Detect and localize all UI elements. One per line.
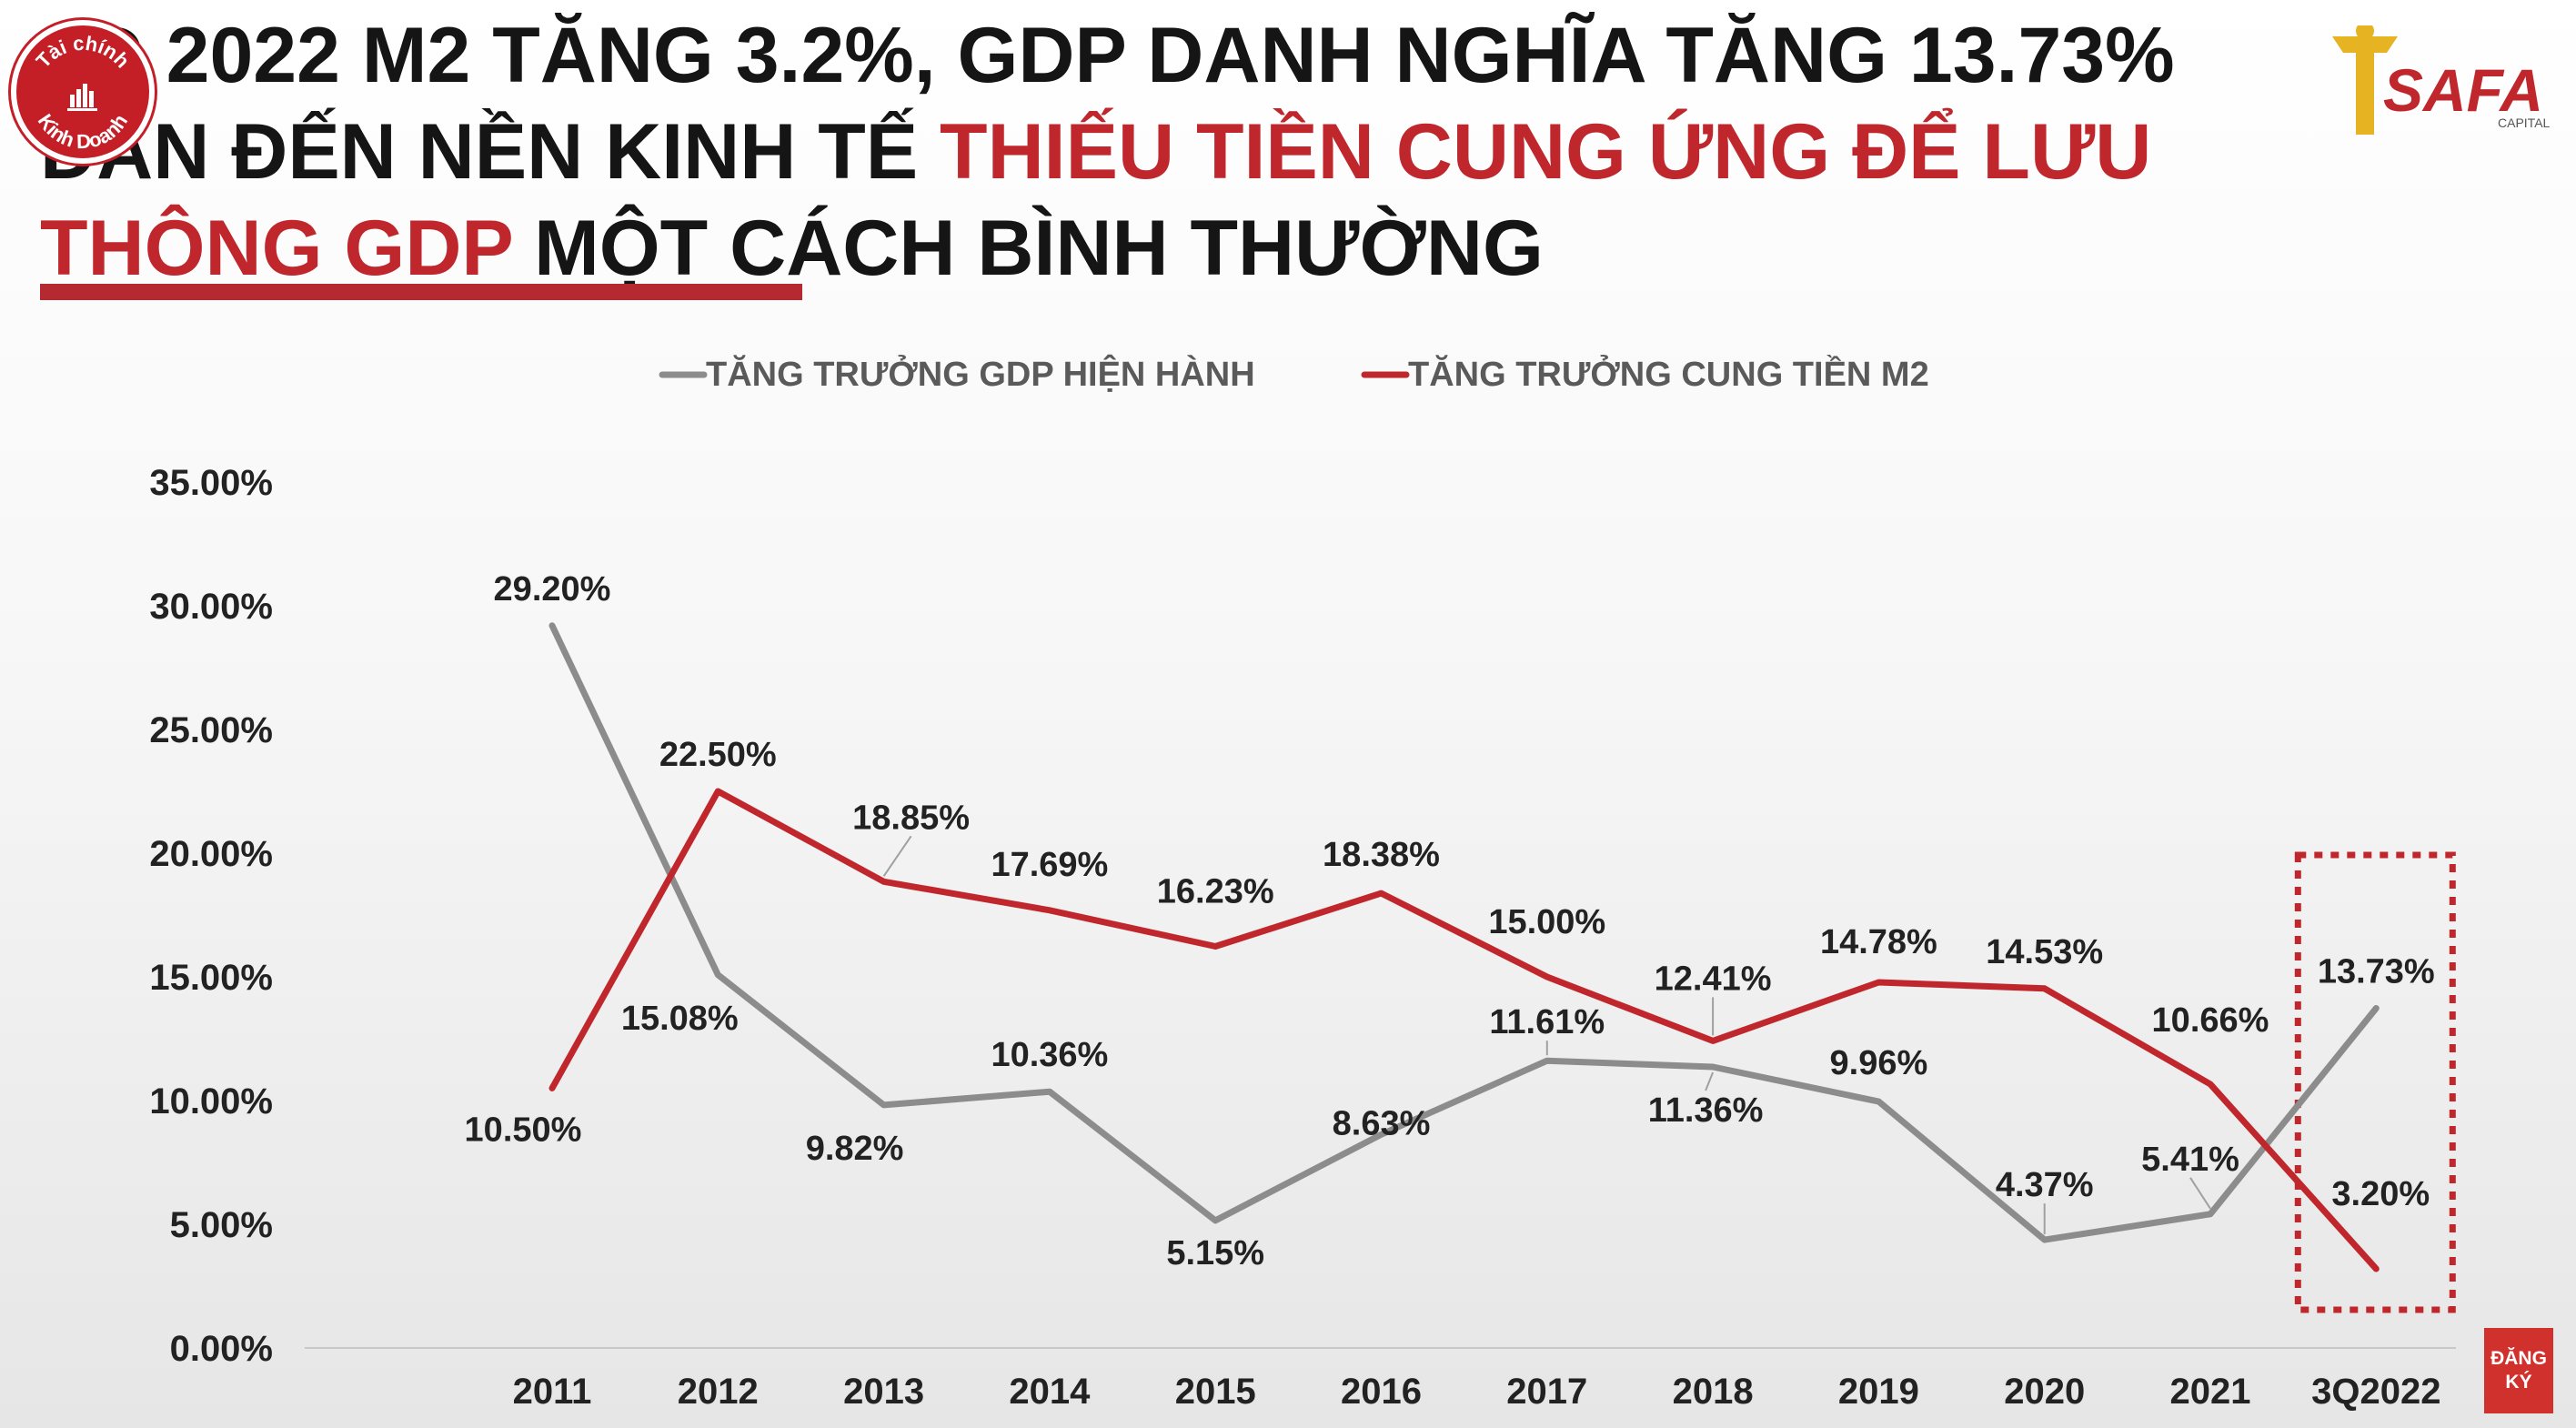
- data-label-1-2016: 8.63%: [1333, 1104, 1431, 1142]
- data-label-2-2013: 18.85%: [852, 799, 970, 837]
- x-tick-label: 2015: [1175, 1372, 1256, 1412]
- data-label-2-2014: 17.69%: [991, 846, 1108, 884]
- x-tick-label: 2012: [678, 1372, 759, 1412]
- data-label-1-2012: 15.08%: [621, 1000, 739, 1038]
- brand-logo: SAFA CAPITAL: [2329, 22, 2556, 144]
- y-tick-label: 15.00%: [149, 958, 273, 998]
- brand-logo-name: SAFA: [2383, 56, 2543, 124]
- title-line-3: THÔNG GDP MỘT CÁCH BÌNH THƯỜNG: [40, 200, 2314, 297]
- channel-logo[interactable]: Tài chính Kinh Doanh: [11, 20, 155, 164]
- y-tick-label: 10.00%: [149, 1081, 273, 1121]
- y-tick-label: 0.00%: [170, 1329, 273, 1369]
- data-label-1-2019: 9.96%: [1830, 1044, 1928, 1082]
- y-tick-label: 30.00%: [149, 587, 273, 627]
- data-label-2-2017: 15.00%: [1488, 903, 1605, 941]
- subscribe-button[interactable]: ĐĂNG KÝ: [2484, 1328, 2553, 1413]
- x-tick-label: 2011: [513, 1372, 592, 1412]
- x-tick-label: 2019: [1838, 1372, 1919, 1412]
- x-tick-label: 2020: [2004, 1372, 2085, 1412]
- data-label-2-2012: 22.50%: [659, 736, 777, 774]
- title-line-1: 3Q 2022 M2 TĂNG 3.2%, GDP DANH NGHĨA TĂN…: [40, 7, 2314, 104]
- label-leader-line: [882, 835, 912, 877]
- label-leader-line: [1705, 1071, 1715, 1091]
- chart-axis: 0.00% 5.00% 10.00% 15.00% 20.00% 25.00% 30.00%…: [149, 463, 2456, 1412]
- title-line-2: DẪN ĐẾN NỀN KINH TẾ THIẾU TIỀN CUNG ỨNG …: [40, 104, 2314, 200]
- title-line-3-black: MỘT CÁCH BÌNH THƯỜNG: [512, 205, 1544, 292]
- title-underline: [40, 284, 802, 300]
- data-label-2-3Q2022: 3.20%: [2331, 1175, 2430, 1213]
- x-tick-label: 2021: [2170, 1372, 2251, 1412]
- data-label-1-2013: 9.82%: [806, 1130, 904, 1168]
- x-tick-label: 2014: [1009, 1372, 1091, 1412]
- bar-chart-icon: [67, 84, 97, 111]
- chart-legend: TĂNG TRƯỞNG GDP HIỆN HÀNH TĂNG TRƯỞNG CUN…: [659, 354, 1929, 394]
- highlight-box-3q2022: [2294, 851, 2456, 1313]
- subscribe-label-2: KÝ: [2505, 1372, 2532, 1393]
- y-tick-label: 20.00%: [149, 834, 273, 874]
- label-leader-line: [2189, 1177, 2211, 1210]
- pillar-icon: [2332, 36, 2398, 135]
- data-label-1-2021: 5.41%: [2141, 1141, 2239, 1179]
- brand-logo-graphic: SAFA CAPITAL: [2332, 22, 2551, 135]
- title-line-2-black: DẪN ĐẾN NỀN KINH TẾ: [40, 108, 941, 196]
- chart-lines: [548, 622, 2380, 1272]
- highlight-box: [2294, 851, 2456, 1313]
- data-label-1-2020: 4.37%: [1996, 1166, 2094, 1204]
- x-tick-label: 2016: [1341, 1372, 1422, 1412]
- series-line-2: [548, 788, 2380, 1272]
- legend-label-1: TĂNG TRƯỞNG GDP HIỆN HÀNH: [706, 354, 1255, 394]
- subscribe-label-1: ĐĂNG: [2490, 1348, 2547, 1369]
- data-label-1-2014: 10.36%: [991, 1036, 1108, 1074]
- title-line-3-red: THÔNG GDP: [40, 205, 513, 292]
- data-label-1-2011: 29.20%: [494, 570, 611, 608]
- legend-label-2: TĂNG TRƯỞNG CUNG TIỀN M2: [1408, 354, 1929, 394]
- title-line-2-red: THIẾU TIỀN CUNG ỨNG ĐỂ LƯU: [940, 108, 2152, 196]
- data-label-2-2019: 14.78%: [1820, 923, 1937, 961]
- data-label-2-2021: 10.66%: [2152, 1001, 2269, 1040]
- data-label-1-3Q2022: 13.73%: [2318, 953, 2435, 991]
- data-label-1-2018: 11.36%: [1648, 1091, 1764, 1130]
- series-line-1: [548, 622, 2380, 1243]
- data-label-1-2017: 11.61%: [1489, 1003, 1605, 1041]
- y-tick-label: 25.00%: [149, 710, 273, 750]
- data-label-2-2011: 10.50%: [465, 1111, 582, 1149]
- y-tick-label: 35.00%: [149, 463, 273, 503]
- title-line-1-text: 3Q 2022 M2 TĂNG 3.2%, GDP DANH NGHĨA TĂN…: [40, 12, 2175, 99]
- data-label-1-2015: 5.15%: [1166, 1234, 1264, 1272]
- x-tick-label: 2017: [1506, 1372, 1587, 1412]
- data-label-2-2015: 16.23%: [1157, 873, 1274, 911]
- chart-data-labels: 29.20% 15.08% 9.82% 10.36% 5.15% 8.63% 11.61% 1…: [465, 570, 2435, 1272]
- brand-logo-circle: [2356, 22, 2374, 40]
- x-tick-label: 2013: [843, 1372, 924, 1412]
- data-label-2-2018: 12.41%: [1655, 960, 1772, 998]
- page-title: 3Q 2022 M2 TĂNG 3.2%, GDP DANH NGHĨA TĂN…: [40, 7, 2314, 297]
- y-tick-label: 5.00%: [170, 1205, 273, 1245]
- x-tick-label: 3Q2022: [2311, 1372, 2440, 1412]
- data-label-2-2020: 14.53%: [1986, 933, 2103, 971]
- brand-logo-sub: CAPITAL: [2498, 116, 2551, 130]
- x-tick-label: 2018: [1673, 1372, 1754, 1412]
- data-label-2-2016: 18.38%: [1323, 836, 1440, 874]
- channel-logo-graphic: Tài chính Kinh Doanh: [32, 32, 135, 153]
